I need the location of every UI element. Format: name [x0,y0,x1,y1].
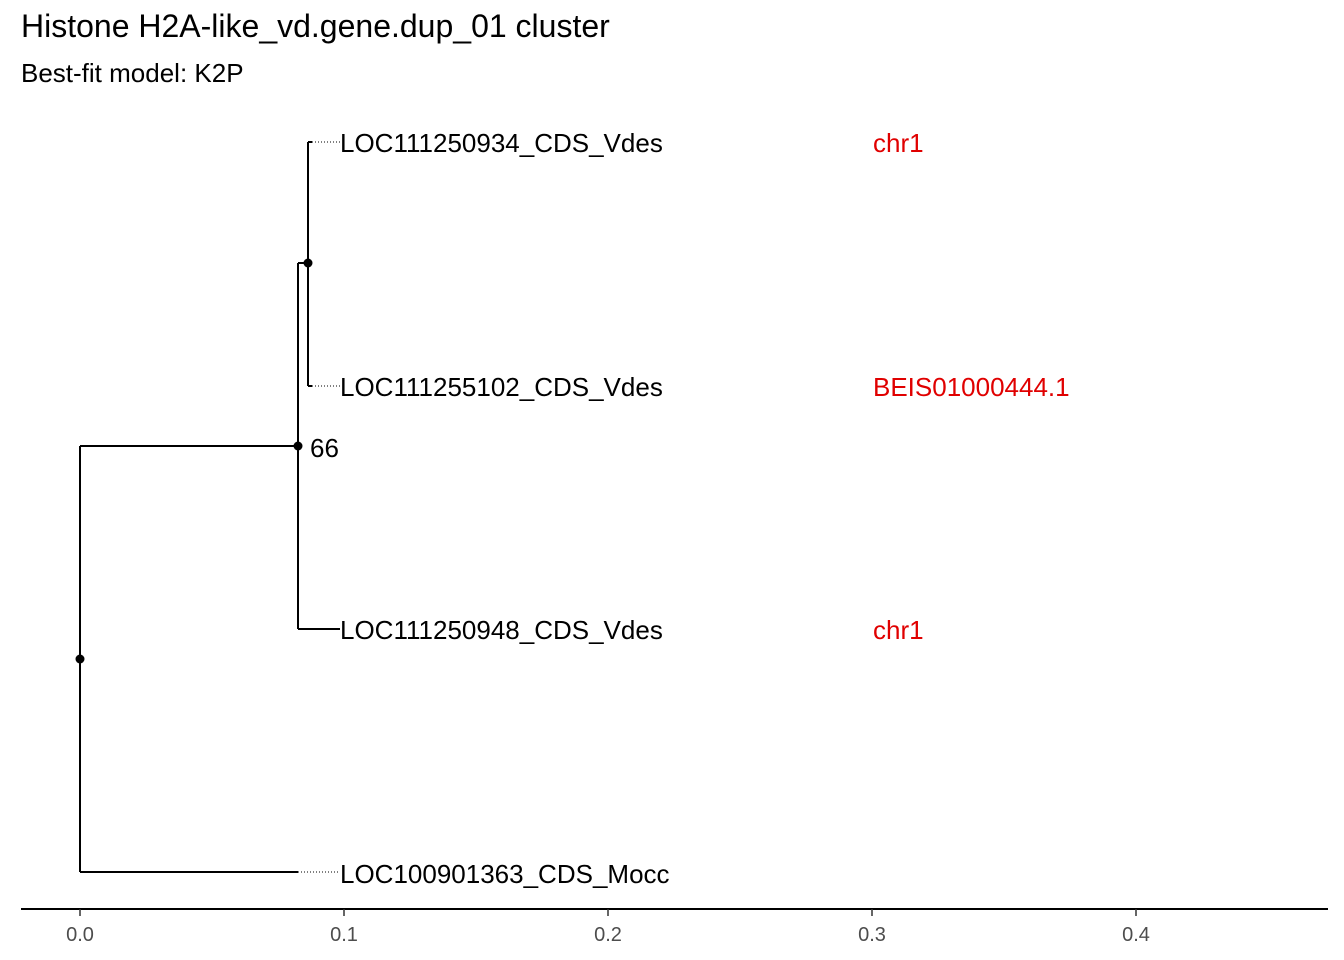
x-tick-label-0: 0.0 [66,924,94,946]
node-66 [293,441,303,451]
x-tick-label-4: 0.4 [1122,924,1150,946]
location-label-3: chr1 [873,615,924,645]
tip-label-2: LOC111255102_CDS_Vdes [340,372,663,402]
tree-branches [79,141,340,873]
location-label-1: chr1 [873,128,924,158]
label-connectors [298,141,340,873]
location-label-2: BEIS01000444.1 [873,372,1070,402]
node-inner [303,258,313,268]
support-value: 66 [310,433,339,463]
tip-label-4: LOC100901363_CDS_Mocc [340,859,670,889]
node-root [75,654,85,664]
figure-subtitle: Best-fit model: K2P [21,58,244,88]
x-tick-label-3: 0.3 [858,924,886,946]
x-axis: 0.0 0.1 0.2 0.3 0.4 [21,908,1328,946]
x-tick-label-2: 0.2 [594,924,622,946]
tip-label-3: LOC111250948_CDS_Vdes [340,615,663,645]
tip-label-1: LOC111250934_CDS_Vdes [340,128,663,158]
x-tick-label-1: 0.1 [330,924,358,946]
figure-title: Histone H2A-like_vd.gene.dup_01 cluster [21,8,610,44]
tree-nodes [75,258,313,664]
